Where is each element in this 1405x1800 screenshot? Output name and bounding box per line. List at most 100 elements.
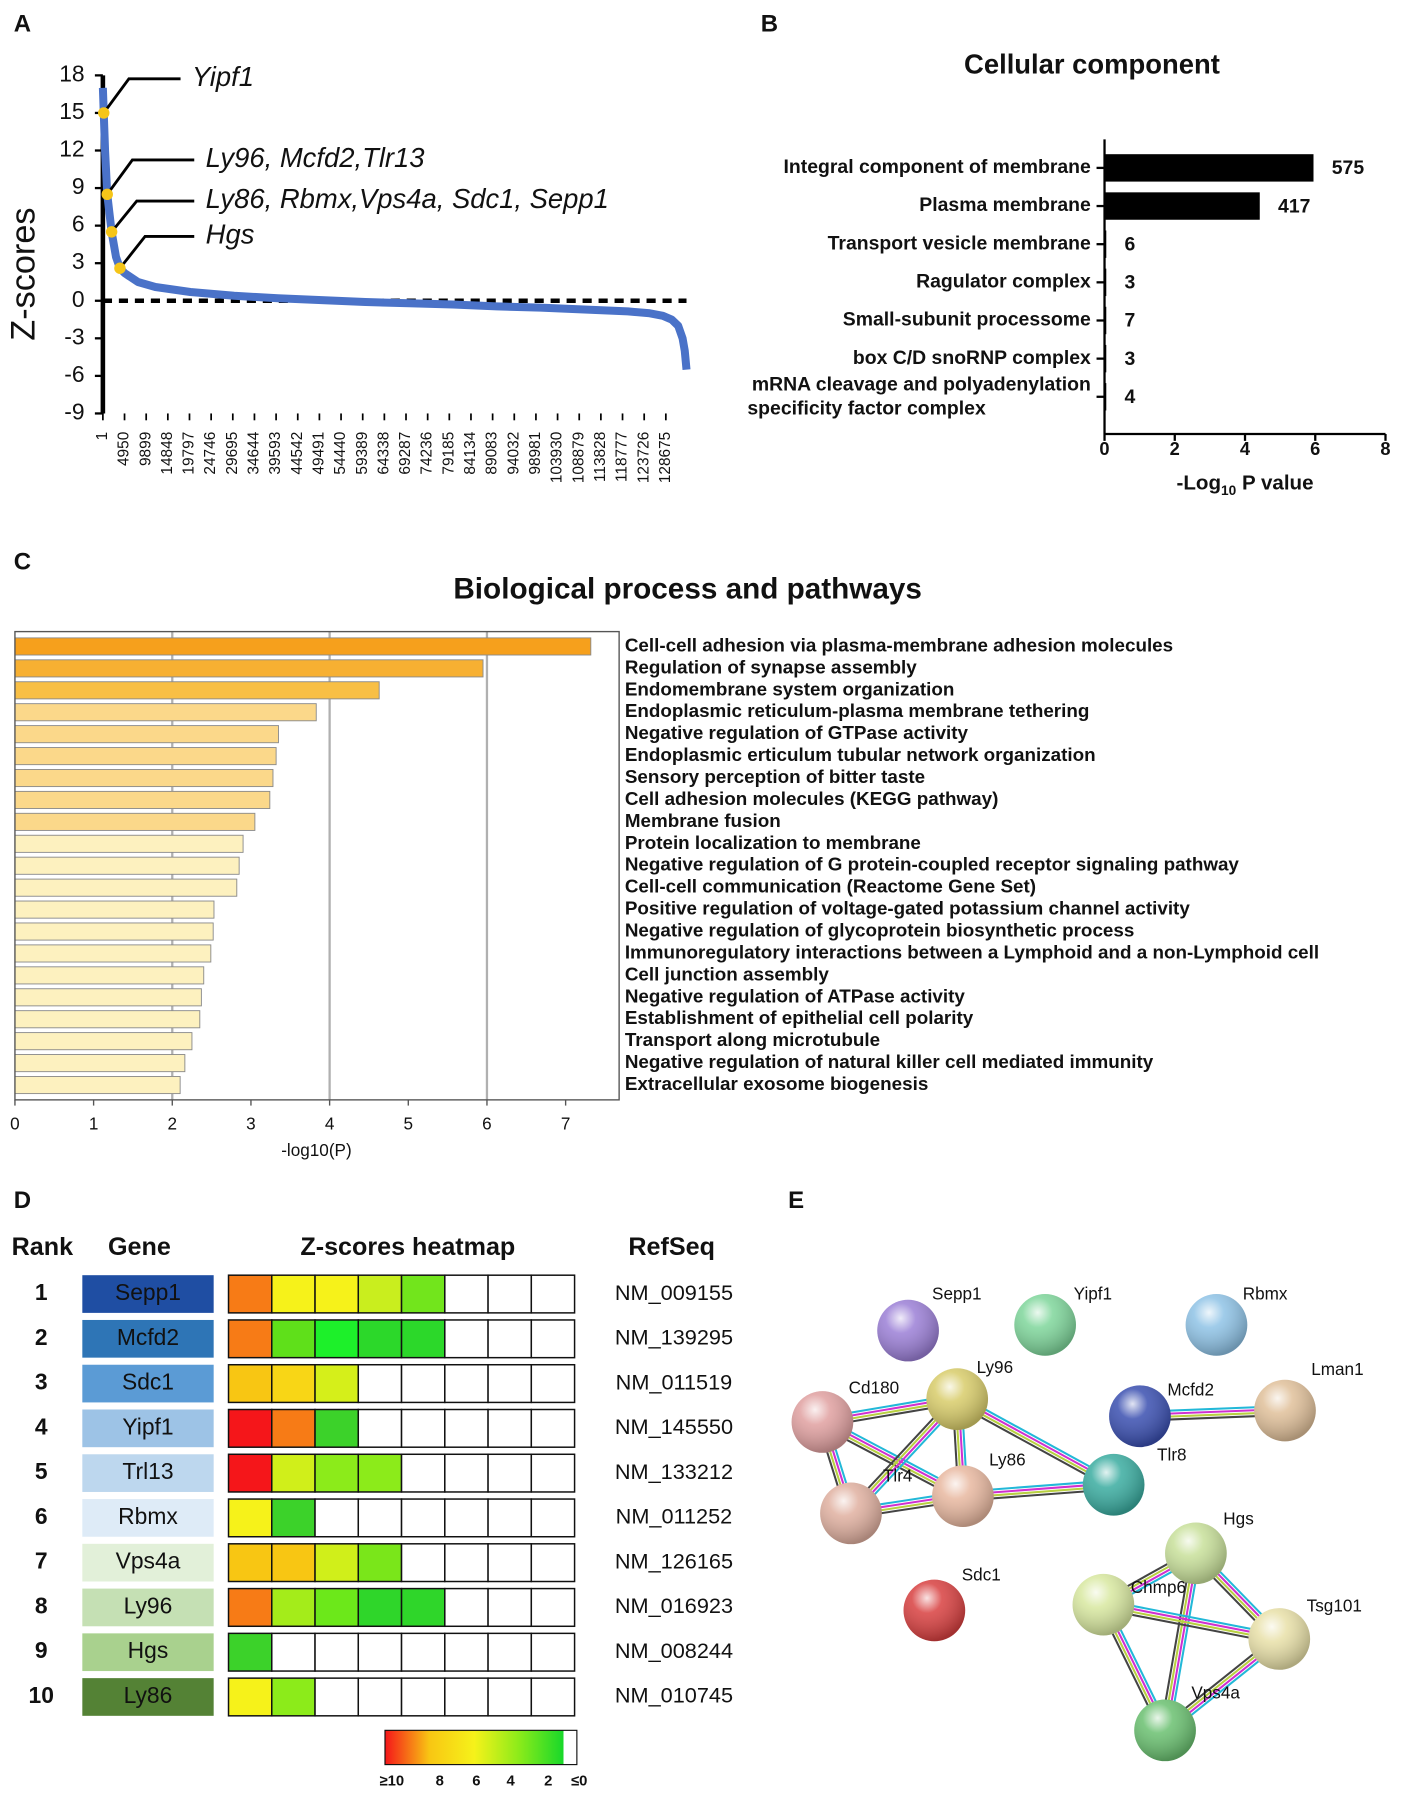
x-tick-label: 4 [325, 1114, 335, 1134]
heatmap-cell [400, 1408, 446, 1448]
x-tick-label: 49491 [310, 432, 327, 475]
x-axis-label-part: P value [1236, 472, 1313, 495]
heatmap-cell [357, 1274, 403, 1314]
category-label: Cell adhesion molecules (KEGG pathway) [625, 788, 999, 809]
rank: 1 [35, 1279, 48, 1305]
x-tick-label: 24746 [202, 432, 219, 475]
heatmap-cell [227, 1543, 273, 1583]
x-axis-label: -Log10 P value [1176, 472, 1313, 498]
heatmap-cell [227, 1319, 273, 1359]
rank: 2 [35, 1324, 48, 1350]
bar [14, 1076, 181, 1095]
annotation-dot [101, 188, 113, 201]
heatmap-cell [487, 1363, 533, 1404]
heatmap-cell [314, 1543, 360, 1583]
heatmap-cell [271, 1587, 316, 1628]
heatmap-cell [400, 1274, 446, 1314]
count-label: 575 [1332, 157, 1365, 179]
x-tick-label: 29695 [224, 432, 241, 475]
category-label: Protein localization to membrane [625, 832, 921, 853]
heatmap-cell [227, 1677, 273, 1717]
category-label: Negative regulation of G protein-coupled… [625, 854, 1240, 875]
category-label: Cell-cell communication (Reactome Gene S… [625, 876, 1036, 897]
heatmap-cell [444, 1453, 489, 1493]
y-tick-label: -6 [64, 361, 84, 387]
category-label: Transport vesicle membrane [828, 232, 1091, 254]
count-label: 6 [1125, 233, 1136, 255]
gene-box [82, 1633, 214, 1672]
heatmap-cell [530, 1274, 576, 1314]
heatmap-cell [271, 1319, 316, 1359]
bar [14, 703, 317, 722]
panel-letter: C [14, 548, 31, 575]
category-label: Ragulator complex [916, 270, 1091, 292]
heatmap-cell [357, 1408, 403, 1448]
gene-box [82, 1275, 214, 1313]
x-tick-label: 6 [1310, 438, 1320, 459]
heatmap-cell [530, 1408, 576, 1448]
column-header: Gene [108, 1233, 171, 1261]
node-label: Lman1 [1311, 1359, 1363, 1379]
x-tick-label: 0 [1099, 438, 1109, 459]
bar [14, 966, 205, 985]
y-tick-label: 0 [72, 286, 85, 312]
heatmap-cell [487, 1319, 533, 1359]
heatmap-cell [271, 1408, 316, 1448]
count-label: 7 [1125, 310, 1136, 332]
y-tick-label: 3 [72, 248, 85, 274]
annotation-dot [98, 107, 110, 119]
x-tick-label: 19797 [181, 432, 198, 475]
x-tick-label: 9899 [137, 432, 154, 466]
category-label: Negative regulation of GTPase activity [625, 722, 969, 743]
panel-letter: E [788, 1187, 804, 1214]
node-label: Sdc1 [962, 1565, 1001, 1585]
gene-name: Ly86 [124, 1682, 173, 1708]
node-label: Chmp6 [1131, 1577, 1186, 1597]
panel-letter: A [14, 10, 31, 37]
gene-name: Rbmx [118, 1503, 178, 1529]
category-label: Sensory perception of bitter taste [625, 766, 925, 787]
category-label: Positive regulation of voltage-gated pot… [625, 898, 1190, 919]
x-axis-label-part: -Log [1176, 472, 1221, 495]
category-label: Plasma membrane [919, 194, 1091, 216]
category-label: Negative regulation of ATPase activity [625, 985, 966, 1006]
heatmap-cell [227, 1408, 273, 1448]
heatmap-cell [530, 1543, 576, 1583]
heatmap-cell [314, 1498, 360, 1538]
category-label: Endoplasmic reticulum-plasma membrane te… [625, 700, 1090, 721]
heatmap-cell [444, 1543, 489, 1583]
gene-box [82, 1409, 214, 1448]
gene-name: Trl13 [122, 1458, 173, 1484]
node-shine [1185, 1294, 1248, 1356]
node-shine [1072, 1573, 1135, 1636]
heatmap-cell [357, 1587, 403, 1628]
heatmap-cell [357, 1677, 403, 1717]
gene-name: Hgs [128, 1637, 169, 1663]
heatmap-cell [444, 1319, 489, 1359]
gene-name: Sdc1 [122, 1369, 174, 1395]
y-tick-label: 12 [59, 136, 84, 162]
y-tick-label: 18 [59, 60, 84, 86]
heatmap-cell [487, 1274, 533, 1314]
heatmap-cell [314, 1632, 360, 1672]
x-tick-label: 14848 [159, 432, 176, 475]
gene-box [82, 1543, 214, 1582]
bar [14, 1032, 193, 1051]
bar [14, 834, 244, 853]
bar [14, 681, 380, 700]
category-label: Transport along microtubule [625, 1029, 880, 1050]
heatmap-cell [357, 1632, 403, 1672]
x-tick-label: 118777 [614, 432, 631, 482]
x-tick-label: 98981 [527, 432, 544, 475]
x-tick-label: 69287 [397, 432, 414, 475]
heatmap-cell [444, 1498, 489, 1538]
heatmap-cell [271, 1453, 316, 1493]
bar [14, 988, 202, 1007]
panel-letter: B [761, 10, 778, 37]
heatmap-cell [400, 1632, 446, 1672]
count-label: 4 [1125, 386, 1136, 408]
count-label: 417 [1278, 195, 1310, 217]
node-label: Hgs [1223, 1509, 1253, 1529]
refseq: NM_011519 [616, 1369, 733, 1394]
